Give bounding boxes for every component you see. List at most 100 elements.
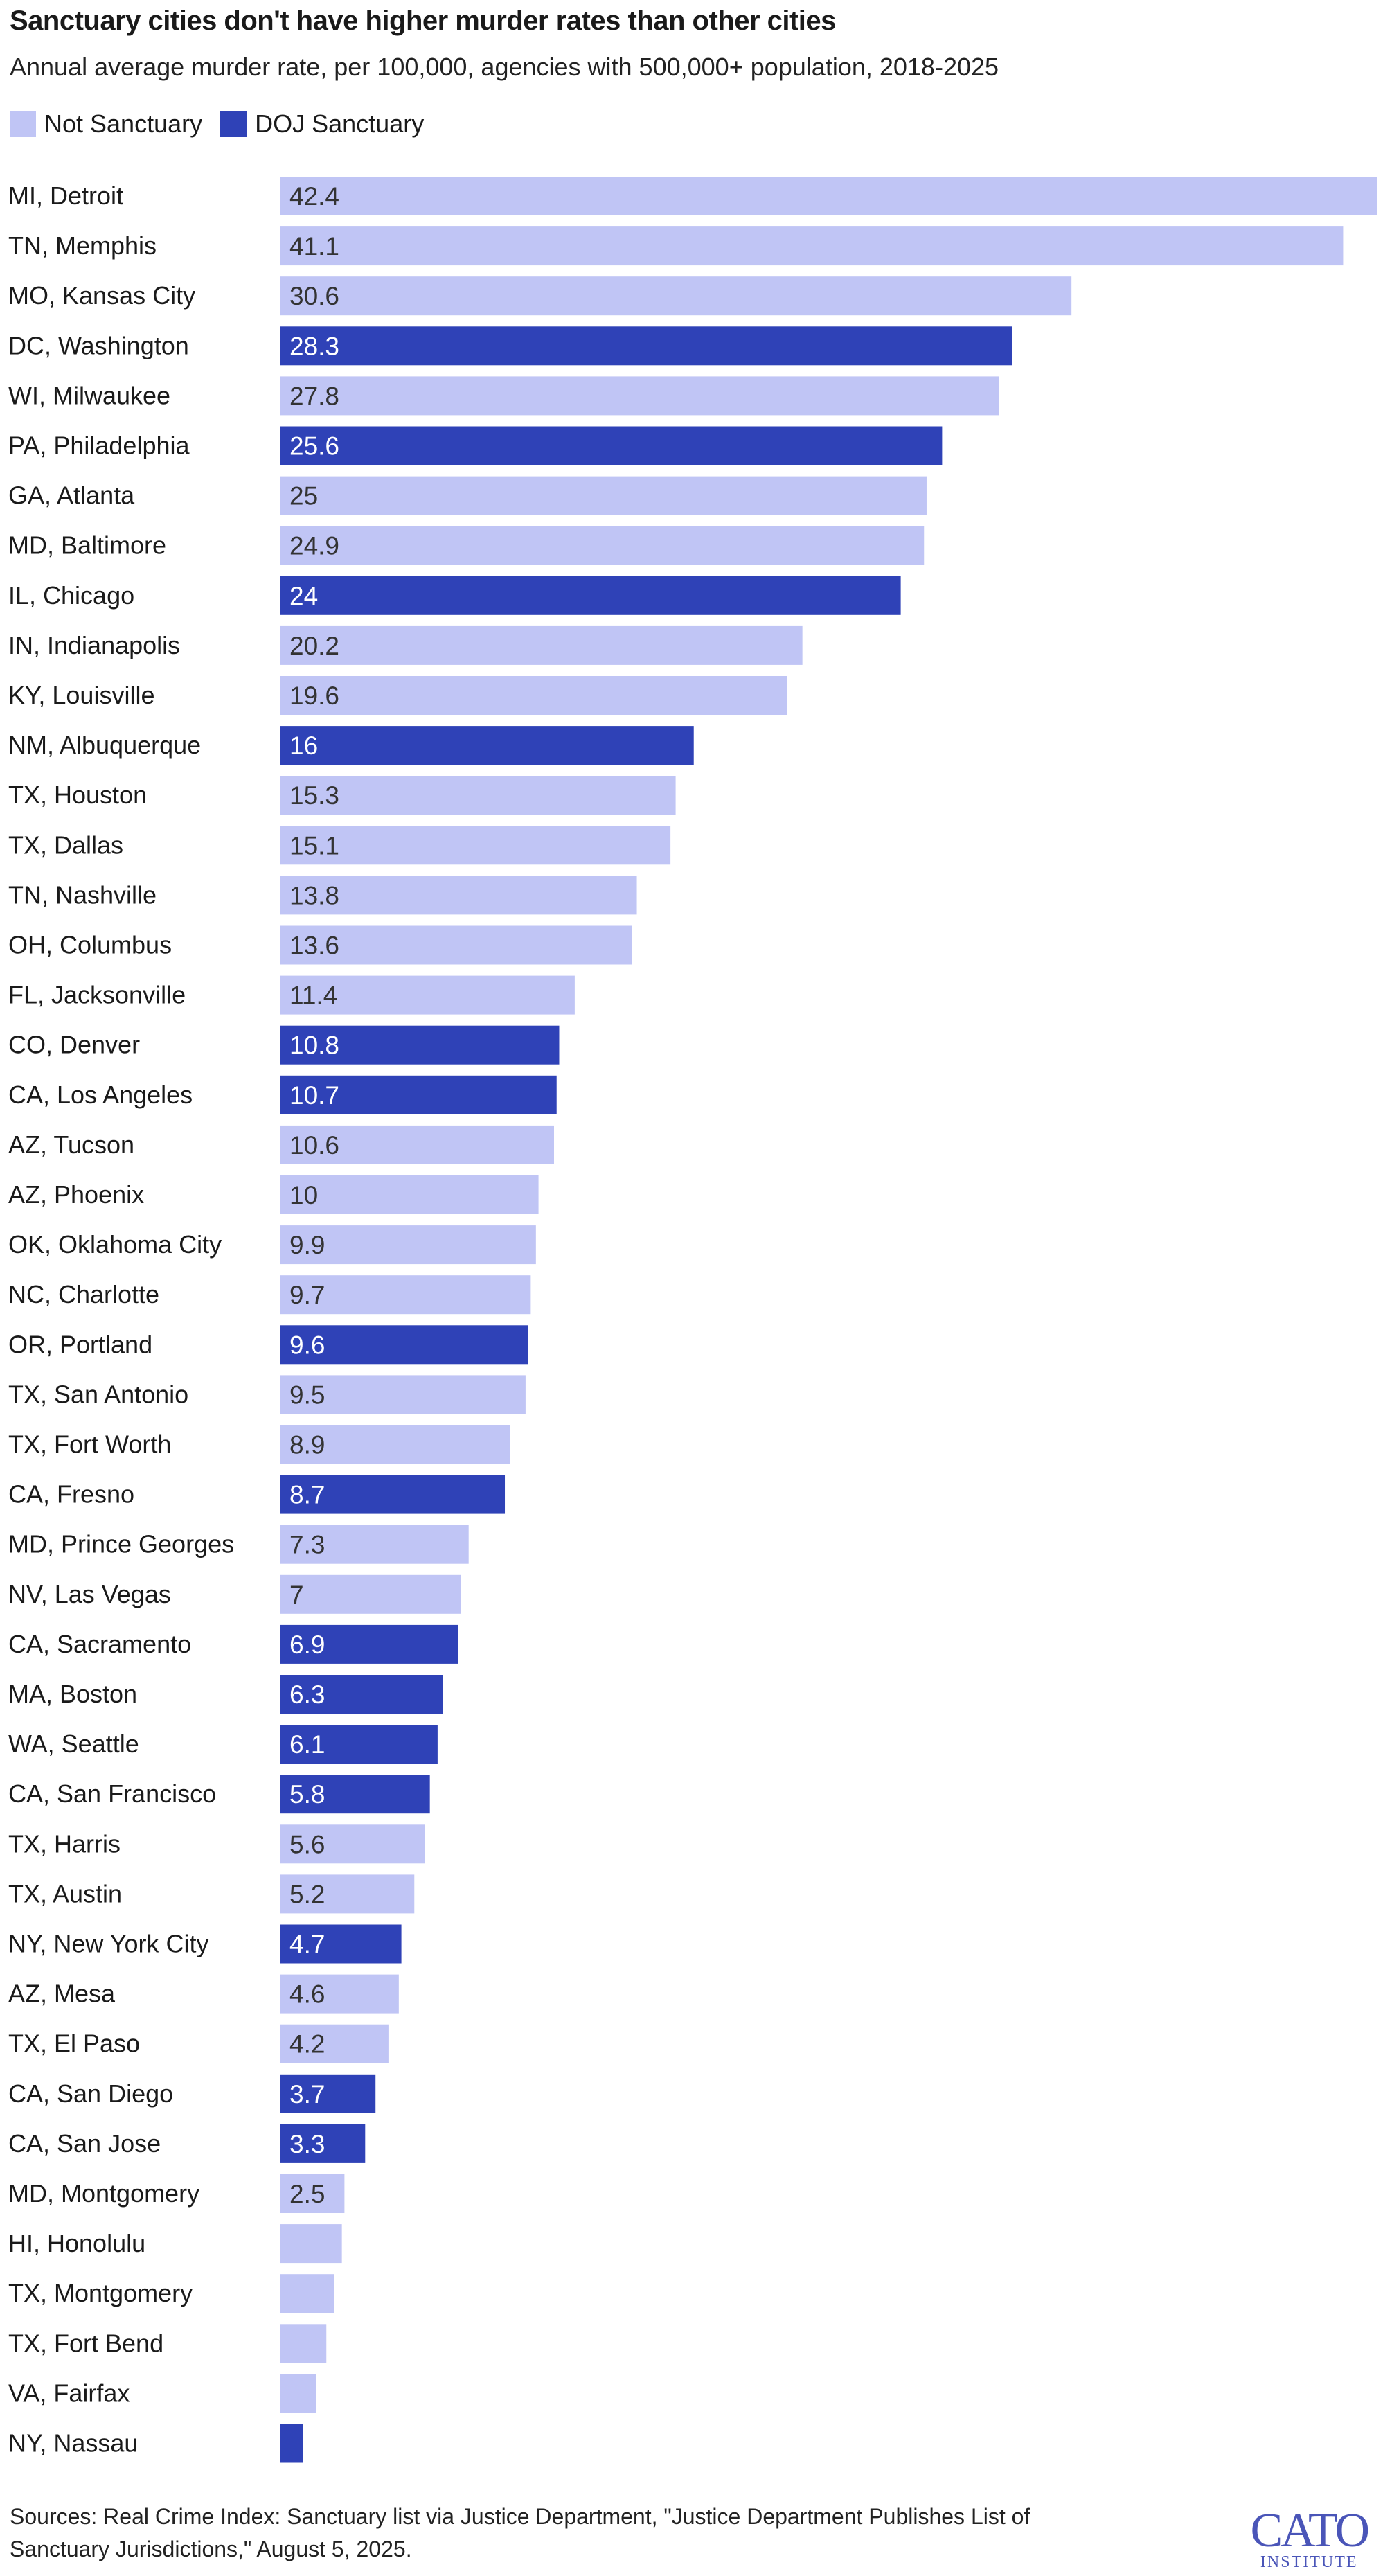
category-label: KY, Louisville (8, 681, 154, 709)
bar-not-sanctuary (280, 1824, 425, 1864)
value-label: 4.2 (289, 2030, 325, 2059)
category-label: TX, Dallas (8, 830, 123, 859)
chart-subtitle: Annual average murder rate, per 100,000,… (10, 53, 999, 81)
bar-not-sanctuary (280, 876, 637, 915)
bar-not-sanctuary (280, 1125, 554, 1164)
value-label: 5.2 (289, 1880, 325, 1908)
bar-not-sanctuary (280, 1225, 536, 1265)
category-label: AZ, Phoenix (8, 1180, 144, 1209)
value-label: 7 (289, 1581, 304, 1609)
category-label: OH, Columbus (8, 931, 172, 959)
category-label: NY, New York City (8, 1930, 208, 1958)
category-label: NY, Nassau (8, 2429, 138, 2458)
category-label: OK, Oklahoma City (8, 1230, 222, 1259)
bar-not-sanctuary (280, 177, 1377, 215)
value-label: 4.6 (289, 1980, 325, 2009)
bar-doj-sanctuary (280, 726, 694, 765)
bar-not-sanctuary (280, 925, 632, 965)
category-label: TX, Fort Bend (8, 2329, 163, 2357)
bar-not-sanctuary (280, 776, 676, 815)
legend-item-doj-sanctuary: DOJ Sanctuary (220, 109, 424, 139)
category-label: FL, Jacksonville (8, 981, 186, 1009)
value-label: 6.9 (289, 1631, 325, 1659)
value-label: 9.9 (289, 1231, 325, 1259)
category-label: IL, Chicago (8, 581, 134, 610)
legend-label-not-sanctuary: Not Sanctuary (44, 109, 203, 138)
category-label: MD, Baltimore (8, 531, 166, 560)
bar-doj-sanctuary (280, 2424, 303, 2463)
bar-not-sanctuary (280, 476, 927, 515)
category-label: CA, San Diego (8, 2079, 173, 2108)
category-label: PA, Philadelphia (8, 432, 190, 460)
value-label: 30.6 (289, 282, 339, 310)
value-label: 6.3 (289, 1680, 325, 1709)
bar-not-sanctuary (280, 376, 999, 416)
category-label: TN, Nashville (8, 880, 157, 909)
bar-doj-sanctuary (280, 326, 1012, 366)
value-label: 9.7 (289, 1281, 325, 1309)
bar-not-sanctuary (280, 1425, 510, 1464)
bar-chart: MI, Detroit 42.4 TN, Memphis 41.1 MO, Kansas… (8, 177, 1377, 2463)
category-label: NV, Las Vegas (8, 1580, 171, 1608)
category-label: TX, Houston (8, 781, 147, 809)
value-label: 42.4 (289, 182, 339, 211)
value-label: 20.2 (289, 632, 339, 660)
bar-doj-sanctuary (280, 1675, 443, 1714)
chart-title: Sanctuary cities don't have higher murde… (10, 6, 836, 36)
category-label: WI, Milwaukee (8, 381, 170, 409)
bar-doj-sanctuary (280, 2124, 366, 2163)
category-label: AZ, Tucson (8, 1130, 134, 1159)
value-label: 8.9 (289, 1431, 325, 1459)
value-label: 41.1 (289, 232, 339, 260)
value-label: 13.6 (289, 932, 339, 960)
value-label: 25 (289, 482, 318, 510)
value-label: 10 (289, 1181, 318, 1209)
value-label: 5.8 (289, 1780, 325, 1809)
bar-not-sanctuary (280, 1574, 461, 1614)
bar-not-sanctuary (280, 1375, 526, 1414)
category-label: TX, Austin (8, 1879, 122, 1908)
category-label: HI, Honolulu (8, 2229, 145, 2257)
value-label: 19.6 (289, 682, 339, 710)
value-label: 13.8 (289, 881, 339, 909)
bar-not-sanctuary (280, 1874, 415, 1914)
bar-doj-sanctuary (280, 576, 901, 615)
value-label: 28.3 (289, 332, 339, 360)
bar-not-sanctuary (280, 2024, 389, 2063)
category-label: CA, Sacramento (8, 1630, 191, 1658)
bar-not-sanctuary (280, 676, 787, 715)
category-label: AZ, Mesa (8, 1980, 116, 2008)
source-line-1: Sources: Real Crime Index: Sanctuary lis… (10, 2504, 1030, 2529)
category-label: CA, Fresno (8, 1480, 134, 1509)
category-label: TX, El Paso (8, 2029, 140, 2058)
category-label: OR, Portland (8, 1330, 152, 1358)
bar-doj-sanctuary (280, 1725, 438, 1764)
category-label: TX, Montgomery (8, 2279, 193, 2307)
bar-doj-sanctuary (280, 426, 943, 465)
bar-doj-sanctuary (280, 1924, 402, 1964)
value-label: 7.3 (289, 1531, 325, 1559)
value-label: 10.6 (289, 1131, 339, 1160)
category-label: WA, Seattle (8, 1730, 139, 1758)
category-label: TX, Fort Worth (8, 1430, 171, 1459)
bar-doj-sanctuary (280, 2074, 376, 2113)
legend: Not Sanctuary DOJ Sanctuary (10, 109, 442, 139)
category-label: NM, Albuquerque (8, 731, 201, 759)
value-label: 5.6 (289, 1830, 325, 1858)
category-label: TX, San Antonio (8, 1380, 188, 1408)
value-label: 15.1 (289, 831, 339, 860)
value-label: 27.8 (289, 382, 339, 410)
category-label: CO, Denver (8, 1031, 140, 1059)
bar-not-sanctuary (280, 625, 803, 665)
category-label: MI, Detroit (8, 181, 123, 210)
bar-doj-sanctuary (280, 1475, 506, 1514)
value-label: 24.9 (289, 532, 339, 560)
logo-subtitle: INSTITUTE (1260, 2553, 1358, 2571)
logo-wordmark: CATO (1250, 2504, 1370, 2557)
category-label: DC, Washington (8, 331, 189, 359)
bar-not-sanctuary (280, 826, 671, 865)
value-label: 9.6 (289, 1331, 325, 1359)
category-label: CA, San Jose (8, 2129, 161, 2158)
value-label: 8.7 (289, 1481, 325, 1509)
bar-not-sanctuary (280, 2274, 334, 2313)
